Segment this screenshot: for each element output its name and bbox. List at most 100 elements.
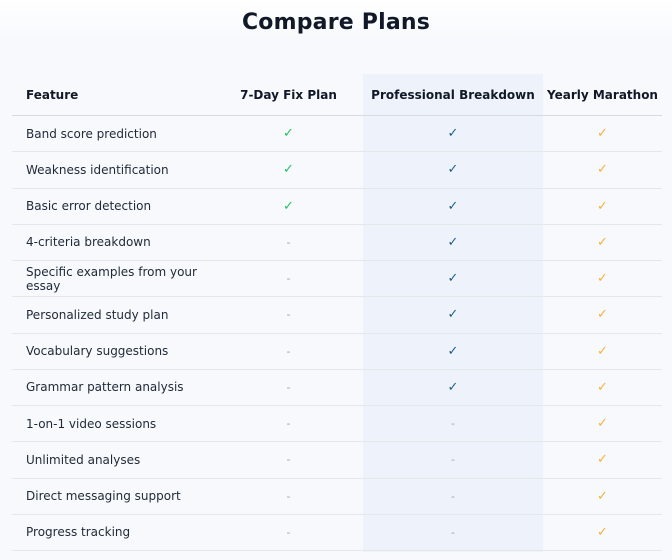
yearly-cell: ✓ <box>543 152 662 187</box>
compare-plans-table: Feature 7-Day Fix Plan Professional Brea… <box>12 74 662 552</box>
7-day-fix-cell: - <box>214 515 363 550</box>
yearly-cell: ✓ <box>543 334 662 369</box>
dash-icon: - <box>451 417 455 431</box>
dash-icon: - <box>286 308 291 322</box>
yearly-cell: ✓ <box>543 479 662 514</box>
feature-label: Unlimited analyses <box>26 452 141 467</box>
dash-icon: - <box>451 453 455 467</box>
professional-cell: ✓ <box>363 225 543 260</box>
table-row: 1-on-1 video sessions - - ✓ <box>12 406 662 443</box>
professional-cell: - <box>363 442 543 477</box>
check-icon: ✓ <box>283 126 294 142</box>
feature-label: Band score prediction <box>26 126 157 141</box>
feature-label: Grammar pattern analysis <box>26 380 184 395</box>
7-day-fix-cell: - <box>214 406 363 441</box>
yearly-cell: ✓ <box>543 442 662 477</box>
yearly-cell: ✓ <box>543 225 662 260</box>
7-day-fix-cell: - <box>214 442 363 477</box>
professional-cell: ✓ <box>363 261 543 296</box>
dash-icon: - <box>286 417 291 431</box>
feature-label: Personalized study plan <box>26 307 169 322</box>
dash-icon: - <box>286 380 291 394</box>
check-icon: ✓ <box>597 198 608 214</box>
check-icon: ✓ <box>447 198 459 214</box>
check-icon: ✓ <box>597 524 608 540</box>
professional-cell: ✓ <box>363 334 543 369</box>
professional-cell: - <box>363 406 543 441</box>
feature-label: 1-on-1 video sessions <box>26 416 157 431</box>
check-icon: ✓ <box>597 488 608 504</box>
table-row: Basic error detection ✓ ✓ ✓ <box>12 189 662 225</box>
check-icon: ✓ <box>597 234 608 250</box>
table-row: Unlimited analyses - - ✓ <box>12 442 662 479</box>
table-row: 4-criteria breakdown - ✓ ✓ <box>12 225 662 261</box>
yearly-cell: ✓ <box>543 406 662 441</box>
table-header-row: Feature 7-Day Fix Plan Professional Brea… <box>12 74 662 116</box>
professional-column-highlight <box>363 74 543 552</box>
check-icon: ✓ <box>283 162 294 178</box>
7-day-fix-cell: ✓ <box>214 189 363 224</box>
check-icon: ✓ <box>283 198 294 214</box>
dash-icon: - <box>286 489 291 503</box>
feature-label: 4-criteria breakdown <box>26 235 151 250</box>
check-icon: ✓ <box>447 307 459 323</box>
dash-icon: - <box>286 525 291 539</box>
table-row: Direct messaging support - - ✓ <box>12 479 662 515</box>
check-icon: ✓ <box>447 162 459 178</box>
table-row: Weakness identification ✓ ✓ ✓ <box>12 152 662 189</box>
check-icon: ✓ <box>597 343 608 359</box>
7-day-fix-cell: - <box>214 479 363 514</box>
7-day-fix-cell: ✓ <box>214 152 363 187</box>
yearly-cell: ✓ <box>543 370 662 405</box>
professional-cell: - <box>363 515 543 550</box>
dash-icon: - <box>286 453 291 467</box>
header-yearly-marathon: Yearly Marathon <box>547 87 658 102</box>
check-icon: ✓ <box>447 343 459 359</box>
dash-icon: - <box>451 525 455 539</box>
yearly-cell: ✓ <box>543 515 662 550</box>
check-icon: ✓ <box>597 162 608 178</box>
feature-label: Direct messaging support <box>26 489 181 504</box>
professional-cell: ✓ <box>363 297 543 332</box>
professional-cell: ✓ <box>363 116 543 151</box>
check-icon: ✓ <box>447 126 459 142</box>
check-icon: ✓ <box>447 379 459 395</box>
table-row: Band score prediction ✓ ✓ ✓ <box>12 116 662 153</box>
professional-cell: ✓ <box>363 189 543 224</box>
yearly-cell: ✓ <box>543 297 662 332</box>
table-row: Vocabulary suggestions - ✓ ✓ <box>12 334 662 370</box>
professional-cell: ✓ <box>363 370 543 405</box>
header-feature: Feature <box>26 87 79 102</box>
feature-label: Weakness identification <box>26 162 169 177</box>
7-day-fix-cell: - <box>214 334 363 369</box>
check-icon: ✓ <box>597 416 608 432</box>
7-day-fix-cell: - <box>214 370 363 405</box>
yearly-cell: ✓ <box>543 189 662 224</box>
check-icon: ✓ <box>597 271 608 287</box>
yearly-cell: ✓ <box>543 116 662 151</box>
page-title: Compare Plans <box>241 10 431 35</box>
dash-icon: - <box>451 489 455 503</box>
feature-label: Basic error detection <box>26 199 152 214</box>
dash-icon: - <box>286 235 291 249</box>
yearly-cell: ✓ <box>543 261 662 296</box>
7-day-fix-cell: ✓ <box>214 116 363 151</box>
dash-icon: - <box>286 272 291 286</box>
check-icon: ✓ <box>447 234 459 250</box>
feature-label: Specific examples from your essay <box>26 264 197 293</box>
7-day-fix-cell: - <box>214 297 363 332</box>
check-icon: ✓ <box>447 271 459 287</box>
table-row: Progress tracking - - ✓ <box>12 515 662 551</box>
professional-cell: ✓ <box>363 152 543 187</box>
check-icon: ✓ <box>597 307 608 323</box>
check-icon: ✓ <box>597 379 608 395</box>
header-7-day-fix-plan: 7-Day Fix Plan <box>240 87 337 102</box>
table-row: Grammar pattern analysis - ✓ ✓ <box>12 370 662 406</box>
table-body: Band score prediction ✓ ✓ ✓ Weakness identif… <box>12 116 662 551</box>
dash-icon: - <box>286 344 291 358</box>
check-icon: ✓ <box>597 452 608 468</box>
check-icon: ✓ <box>597 126 608 142</box>
table-row: Personalized study plan - ✓ ✓ <box>12 297 662 334</box>
table-row: Specific examples from your essay - ✓ ✓ <box>12 261 662 298</box>
